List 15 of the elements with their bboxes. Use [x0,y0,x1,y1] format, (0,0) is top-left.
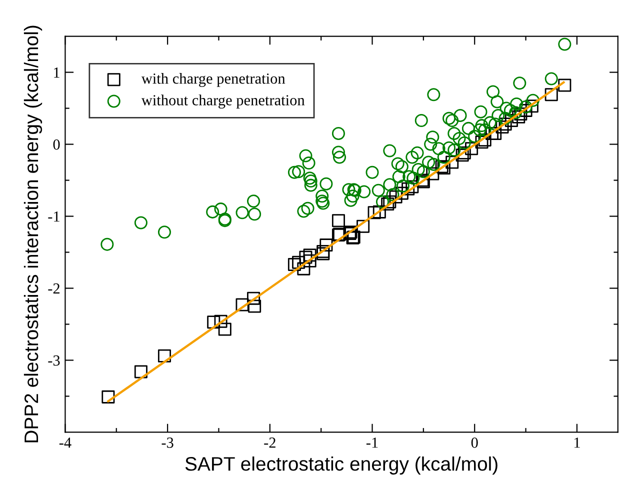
x-tick-label: -1 [366,438,378,448]
y-axis-title: DPP2 electrostatics interaction energy (kcal/mol) [24,26,42,442]
legend-label: without charge penetration [141,94,305,109]
legend-label: with charge penetration [141,72,286,87]
x-tick-label: -4 [59,438,72,448]
y-tick-label: -2 [48,283,60,294]
x-tick-label: 0 [471,438,478,448]
y-tick-label: 1 [54,68,60,78]
y-tick-label: 0 [53,139,60,150]
x-tick-label: 1 [574,438,580,448]
x-tick-label: -3 [162,438,174,448]
y-tick-label: -3 [48,355,60,366]
y-tick-label: -1 [48,211,60,222]
x-tick-label: -2 [264,438,276,448]
x-axis-title: SAPT electrostatic energy (kcal/mol) [185,456,498,475]
